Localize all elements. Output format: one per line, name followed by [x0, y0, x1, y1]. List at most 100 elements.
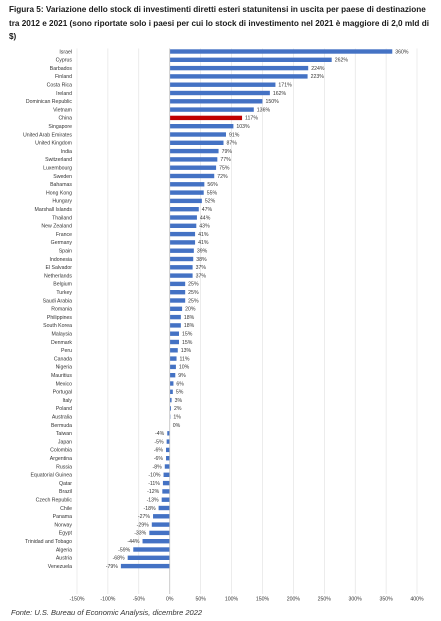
x-tick-label: 150%	[256, 597, 270, 603]
bar	[127, 555, 170, 560]
value-label: 79%	[222, 149, 233, 155]
bar	[166, 456, 170, 461]
bar	[169, 173, 215, 179]
bar	[153, 514, 170, 519]
bar	[169, 314, 181, 320]
x-tick-label: 50%	[195, 597, 206, 603]
bar	[169, 190, 204, 195]
value-label: 103%	[236, 124, 250, 130]
value-label: 3%	[175, 398, 183, 404]
value-label: 11%	[180, 356, 190, 362]
category-label: Philippines	[47, 315, 72, 321]
bar	[169, 265, 193, 270]
bar	[169, 107, 254, 112]
category-label: Bermuda	[51, 423, 72, 429]
category-label: South Korea	[43, 323, 72, 329]
category-label: Ireland	[56, 91, 72, 97]
category-label: Sweden	[53, 174, 72, 180]
bar	[162, 480, 170, 486]
value-label: -10%	[148, 473, 160, 479]
category-label: Marshall Islands	[35, 207, 73, 213]
bar	[169, 397, 172, 403]
category-label: Finland	[55, 74, 72, 80]
value-label: -8%	[153, 464, 163, 470]
bar	[169, 290, 186, 295]
category-label: Trinidad and Tobago	[25, 539, 72, 545]
x-tick-label: 300%	[349, 597, 363, 603]
bar	[149, 530, 170, 536]
category-label: Hungary	[52, 199, 72, 205]
bar	[169, 90, 270, 96]
x-tick-label: 200%	[287, 597, 301, 603]
bar	[169, 223, 197, 228]
x-tick-label: -50%	[133, 597, 145, 603]
x-tick-label: -150%	[70, 597, 85, 603]
value-label: 15%	[182, 332, 193, 338]
category-label: Denmark	[51, 340, 72, 346]
value-label: 38%	[196, 257, 207, 263]
category-label: Germany	[51, 240, 73, 246]
category-label: Dominican Republic	[26, 99, 73, 105]
category-label: Malaysia	[52, 332, 73, 338]
category-label: United Kingdom	[35, 141, 72, 147]
bar	[169, 182, 205, 187]
gridlines	[76, 48, 418, 594]
value-label: 15%	[182, 340, 193, 346]
category-label: Italy	[62, 398, 72, 404]
bar	[169, 57, 332, 62]
category-label: Russia	[56, 464, 72, 470]
value-label: 13%	[181, 348, 192, 354]
value-label: -13%	[147, 498, 159, 504]
category-label: Vietnam	[53, 107, 72, 113]
value-label: 171%	[278, 83, 292, 89]
value-label: 25%	[188, 290, 199, 296]
bar	[169, 331, 179, 336]
category-label: Venezuela	[48, 564, 72, 570]
bar	[169, 74, 308, 79]
value-label: 43%	[199, 224, 210, 230]
bar	[169, 231, 196, 237]
value-label: -44%	[127, 539, 139, 545]
bar	[169, 207, 199, 212]
category-label: Switzerland	[45, 157, 72, 163]
value-label: -79%	[106, 564, 118, 570]
value-label: 5%	[176, 390, 184, 396]
bar	[166, 439, 170, 444]
category-label: Netherlands	[44, 273, 72, 279]
value-label: 262%	[335, 58, 349, 64]
value-label: 162%	[273, 91, 287, 97]
category-label: Panama	[53, 514, 72, 520]
category-label: United Arab Emirates	[23, 132, 72, 138]
value-label: 9%	[178, 373, 186, 379]
value-label: 56%	[207, 182, 218, 188]
value-label: 77%	[220, 157, 231, 163]
value-label: 52%	[205, 199, 216, 205]
category-label: Australia	[52, 415, 72, 421]
value-label: -12%	[147, 489, 159, 495]
bar	[158, 505, 170, 511]
category-label: Thailand	[52, 215, 72, 221]
value-label: 20%	[185, 307, 196, 313]
bar	[169, 281, 186, 287]
bar	[169, 115, 243, 121]
category-label: Belgium	[53, 282, 72, 288]
value-label: 25%	[188, 298, 199, 304]
category-label: Poland	[56, 406, 72, 412]
category-label: France	[56, 232, 72, 238]
category-label: China	[58, 116, 72, 122]
bar	[169, 248, 194, 253]
bar	[120, 563, 170, 569]
source-note: Fonte: U.S. Bureau of Economic Analysis,…	[11, 608, 203, 617]
bar	[169, 165, 217, 170]
category-label: India	[61, 149, 72, 155]
value-label: 47%	[202, 207, 213, 213]
bar	[169, 215, 197, 220]
value-label: 6%	[176, 381, 184, 387]
x-tick-label: 400%	[410, 597, 424, 603]
bar	[169, 140, 224, 145]
category-label: Portugal	[53, 390, 72, 396]
bar	[167, 431, 170, 436]
value-label: -6%	[154, 456, 164, 462]
bar	[169, 339, 179, 345]
